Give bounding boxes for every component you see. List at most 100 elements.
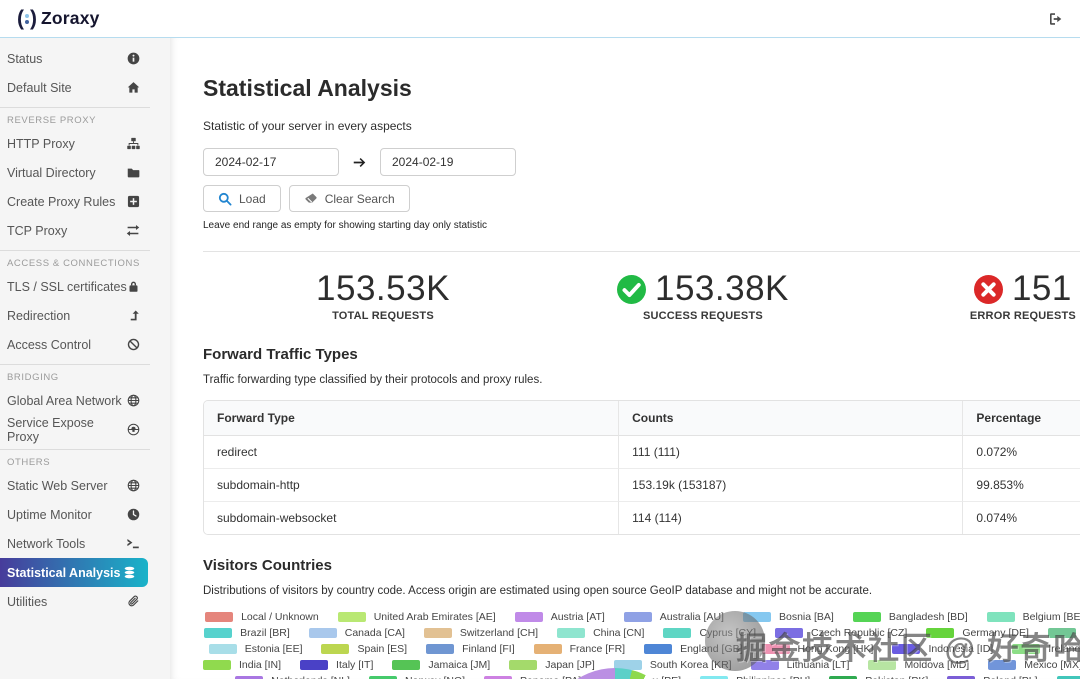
legend-swatch: [300, 660, 329, 670]
sidebar-item-redirection[interactable]: Redirection: [0, 301, 170, 330]
legend-swatch: [868, 660, 897, 670]
legend-item-local-unknown[interactable]: Local / Unknown: [205, 611, 319, 623]
sidebar-item-http-proxy[interactable]: HTTP Proxy: [0, 129, 170, 158]
legend-item-panama-pa[interactable]: Panama [PA]: [484, 675, 581, 679]
sidebar-item-label: Service Expose Proxy: [7, 415, 94, 444]
date-range-row: [203, 148, 1080, 176]
legend-label: Netherlands [NL]: [271, 675, 350, 679]
check-circle-icon: [617, 274, 646, 304]
end-date-input[interactable]: [380, 148, 516, 176]
legend-item-ireland-ie[interactable]: Ireland [IE]: [1012, 643, 1080, 655]
legend-label: South Korea [KR]: [649, 659, 732, 671]
table-cell: subdomain-http: [204, 469, 619, 502]
visitors-countries-description: Distributions of visitors by country cod…: [203, 585, 873, 597]
legend-item-switzerland-ch[interactable]: Switzerland [CH]: [423, 627, 538, 639]
table-cell: 111 (111): [618, 436, 963, 469]
legend-swatch: [829, 676, 858, 679]
legend-item-indonesia-id[interactable]: Indonesia [ID]: [892, 643, 993, 655]
legend-item-germany-de[interactable]: Germany [DE]: [926, 627, 1029, 639]
button-row: Load Clear Search: [203, 185, 1080, 212]
legend-item-south-korea-kr[interactable]: South Korea [KR]: [613, 659, 732, 671]
legend-item-norway-no[interactable]: Norway [NO]: [368, 675, 465, 679]
legend-item-austria-at[interactable]: Austria [AT]: [514, 611, 605, 623]
plus-square-icon: [127, 195, 140, 208]
sidebar-item-status[interactable]: Status: [0, 44, 170, 73]
legend-swatch: [700, 676, 729, 679]
legend-item-united-arab-emirates-ae[interactable]: United Arab Emirates [AE]: [337, 611, 496, 623]
sidebar-item-label: Default Site: [7, 80, 72, 95]
date-range-note: Leave end range as empty for showing sta…: [203, 220, 488, 231]
legend-label: Spain [ES]: [357, 643, 408, 655]
sidebar-item-global-area-network[interactable]: Global Area Network: [0, 386, 170, 415]
legend-item-bangladesh-bd[interactable]: Bangladesh [BD]: [852, 611, 968, 623]
stat-label: SUCCESS REQUESTS: [642, 310, 763, 322]
database-icon: [123, 566, 136, 579]
stat-value: 151: [1011, 269, 1072, 308]
sidebar-item-label: Redirection: [7, 308, 71, 323]
sidebar-item-default-site[interactable]: Default Site: [0, 73, 170, 102]
legend-item-netherlands-nl[interactable]: Netherlands [NL]: [235, 675, 350, 679]
legend-label: Hong Kong [HK]: [797, 643, 874, 655]
legend-item-belgium-be[interactable]: Belgium [BE]: [986, 611, 1080, 623]
legend-item-brazil-br[interactable]: Brazil [BR]: [204, 627, 290, 639]
sidebar-item-uptime-monitor[interactable]: Uptime Monitor: [0, 500, 170, 529]
legend-swatch: [852, 612, 881, 622]
legend-item-puerto-rico-pr[interactable]: Puerto Rico [PR]: [1056, 675, 1080, 679]
legend-item-czech-republic-cz[interactable]: Czech Republic [CZ]: [775, 627, 907, 639]
legend-item-canada-ca[interactable]: Canada [CA]: [308, 627, 405, 639]
sidebar-section-header-bridging: BRIDGING: [0, 364, 150, 386]
legend-item-pakistan-pk[interactable]: Pakistan [PK]: [829, 675, 928, 679]
sidebar-item-label: Create Proxy Rules: [7, 194, 116, 209]
legend-item-india-in[interactable]: India [IN]: [203, 659, 281, 671]
forward-traffic-title: Forward Traffic Types: [203, 346, 358, 363]
legend-item-dominican-republic-do[interactable]: Dominican Republic [DO]: [1047, 627, 1080, 639]
legend-swatch: [423, 628, 452, 638]
legend-item-bosnia-ba[interactable]: Bosnia [BA]: [742, 611, 834, 623]
globe-icon: [127, 394, 140, 407]
sidebar-item-network-tools[interactable]: Network Tools: [0, 529, 170, 558]
sidebar-item-tls-ssl-certificates[interactable]: TLS / SSL certificates: [0, 272, 170, 301]
legend-row: Local / Unknown United Arab Emirates [AE]…: [203, 611, 1080, 623]
sidebar-item-create-proxy-rules[interactable]: Create Proxy Rules: [0, 187, 170, 216]
sidebar-item-virtual-directory[interactable]: Virtual Directory: [0, 158, 170, 187]
legend-item-philippines-ph[interactable]: Philippines [PH]: [700, 675, 810, 679]
legend-item-italy-it[interactable]: Italy [IT]: [300, 659, 373, 671]
legend-item-spain-es[interactable]: Spain [ES]: [321, 643, 407, 655]
legend-item-china-cn[interactable]: China [CN]: [557, 627, 644, 639]
sidebar-item-utilities[interactable]: Utilities: [0, 587, 170, 616]
start-date-input[interactable]: [203, 148, 339, 176]
legend-item-mexico-mx[interactable]: Mexico [MX]: [988, 659, 1080, 671]
legend-label: Philippines [PH]: [736, 675, 810, 679]
load-button[interactable]: Load: [203, 185, 281, 212]
sidebar-item-access-control[interactable]: Access Control: [0, 330, 170, 359]
legend-item-france-fr[interactable]: France [FR]: [533, 643, 625, 655]
legend-label: Japan [JP]: [545, 659, 595, 671]
legend-item-finland-fi[interactable]: Finland [FI]: [426, 643, 515, 655]
legend-item-lithuania-lt[interactable]: Lithuania [LT]: [750, 659, 849, 671]
sidebar-item-label: Global Area Network: [7, 393, 122, 408]
legend-item-hong-kong-hk[interactable]: Hong Kong [HK]: [761, 643, 874, 655]
page-subtitle: Statistic of your server in every aspect…: [203, 119, 412, 133]
legend-label: Australia [AU]: [659, 611, 724, 623]
sidebar-item-static-web-server[interactable]: Static Web Server: [0, 471, 170, 500]
legend-item-poland-pl[interactable]: Poland [PL]: [947, 675, 1038, 679]
globe-icon: [127, 479, 140, 492]
clear-search-button[interactable]: Clear Search: [288, 185, 410, 212]
sidebar-item-service-expose-proxy[interactable]: Service Expose Proxy: [0, 415, 170, 444]
table-cell: 0.072%: [962, 436, 1080, 469]
legend-item-japan-jp[interactable]: Japan [JP]: [509, 659, 595, 671]
info-icon: [127, 52, 140, 65]
legend-item-jamaica-jm[interactable]: Jamaica [JM]: [392, 659, 490, 671]
arrow-right-icon: [352, 156, 367, 169]
sidebar-item-tcp-proxy[interactable]: TCP Proxy: [0, 216, 170, 245]
forward-traffic-description: Traffic forwarding type classified by th…: [203, 374, 543, 386]
legend-item-australia-au[interactable]: Australia [AU]: [623, 611, 724, 623]
legend-item-estonia-ee[interactable]: Estonia [EE]: [208, 643, 302, 655]
stat-value: 153.53K: [316, 269, 450, 308]
legend-label: Belgium [BE]: [1022, 611, 1080, 623]
signout-icon[interactable]: [1048, 12, 1063, 26]
sidebar-item-statistical-analysis[interactable]: Statistical Analysis: [0, 558, 148, 587]
legend-label: Austria [AT]: [550, 611, 605, 623]
legend-item-moldova-md[interactable]: Moldova [MD]: [868, 659, 969, 671]
